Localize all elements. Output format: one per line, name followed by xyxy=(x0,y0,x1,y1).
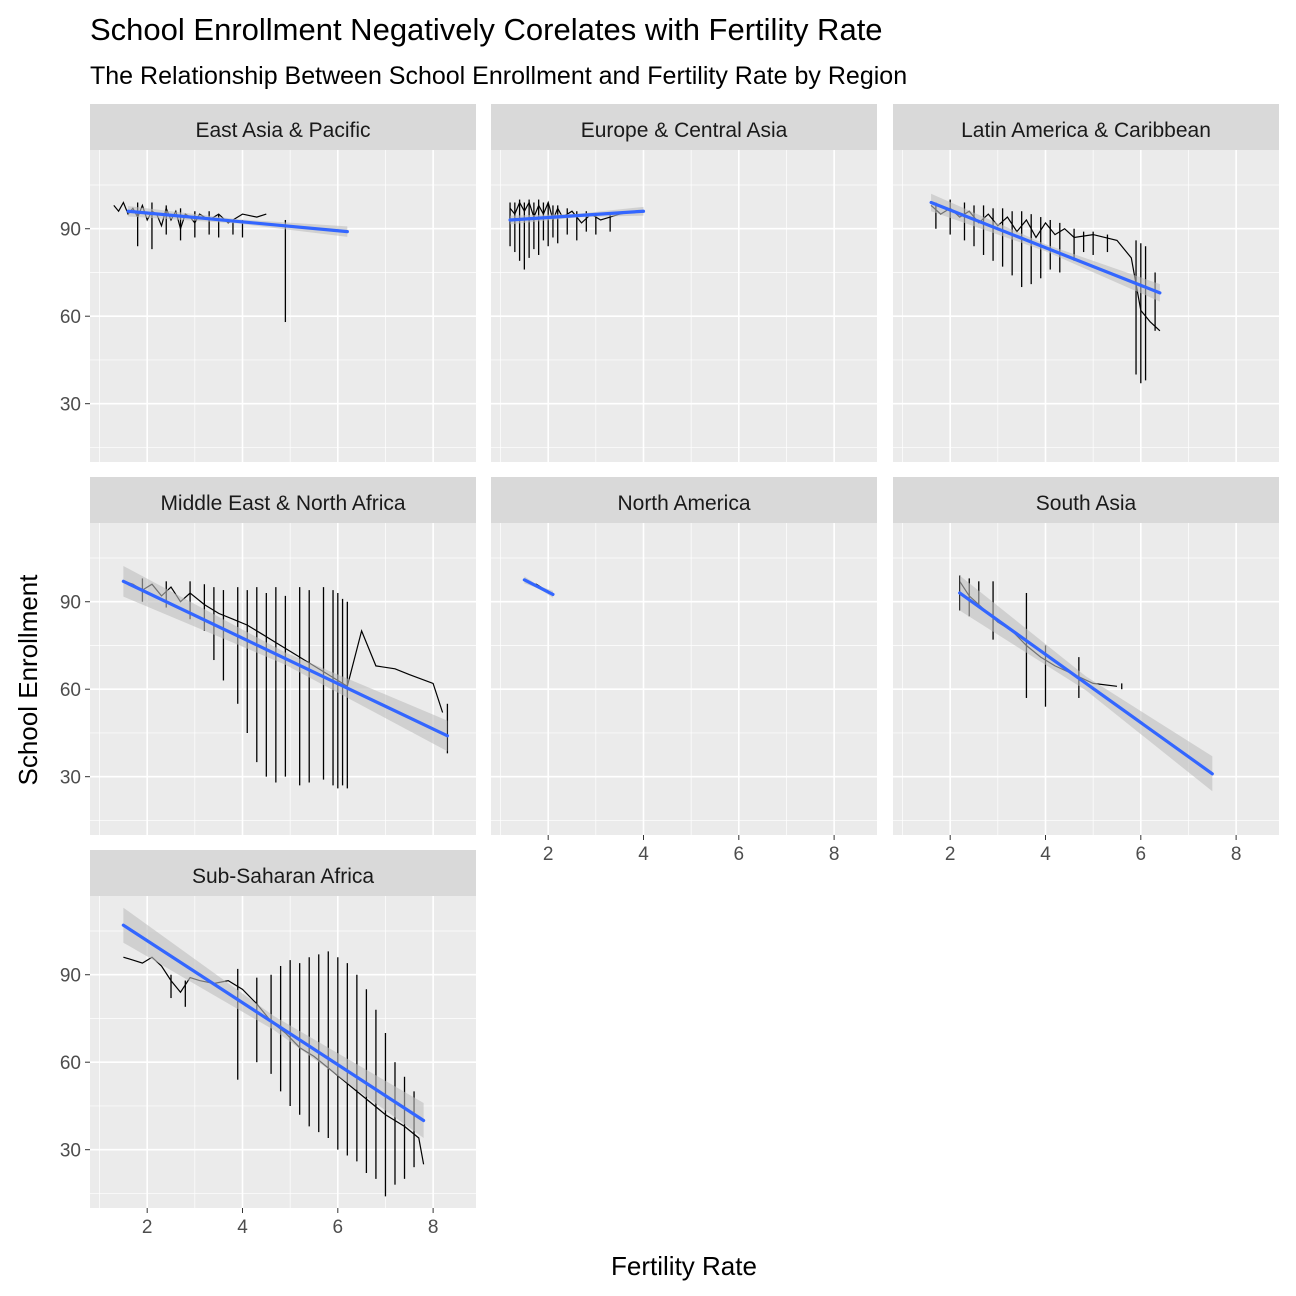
facet-panel: Latin America & Caribbean xyxy=(893,104,1279,462)
y-tick-label: 30 xyxy=(60,768,81,789)
x-tick-label: 4 xyxy=(237,1217,248,1238)
x-tick-label: 6 xyxy=(734,844,745,865)
facet-strip-label: Latin America & Caribbean xyxy=(961,119,1211,142)
fit-line xyxy=(121,579,450,738)
facet-strip xyxy=(893,104,1279,150)
facet-panel: South Asia 2 4 6 8 xyxy=(893,477,1279,865)
x-tick-label: 4 xyxy=(638,844,649,865)
facet-panel: Europe & Central Asia xyxy=(491,104,877,462)
facet-strip-label: Europe & Central Asia xyxy=(581,119,788,142)
facet-strip xyxy=(90,850,476,896)
chart-subtitle: The Relationship Between School Enrollme… xyxy=(90,62,907,90)
y-tick-label: 90 xyxy=(60,966,81,987)
facet-strip-label: Sub-Saharan Africa xyxy=(192,865,374,888)
panel-grid: East Asia & Pacific 30 60 90 Europe & Centra… xyxy=(60,104,1279,1238)
facet-strip-label: South Asia xyxy=(1036,492,1137,515)
panel-background xyxy=(90,523,476,835)
facet-strip xyxy=(491,104,877,150)
facet-panel: Middle East & North Africa 30 60 90 xyxy=(60,477,476,835)
y-tick-label: 90 xyxy=(60,593,81,614)
x-tick-label: 2 xyxy=(945,844,956,865)
y-tick-label: 60 xyxy=(60,307,81,328)
facet-strip-label: Middle East & North Africa xyxy=(160,492,405,515)
x-tick-label: 2 xyxy=(543,844,554,865)
x-tick-label: 8 xyxy=(829,844,840,865)
fit-line xyxy=(126,209,349,234)
facet-strip-label: North America xyxy=(617,492,750,515)
facet-panel: Sub-Saharan Africa 30 60 90 2 4 6 8 xyxy=(60,850,476,1238)
x-tick-label: 6 xyxy=(333,1217,344,1238)
chart-title: School Enrollment Negatively Corelates w… xyxy=(90,12,883,47)
x-tick-label: 4 xyxy=(1040,844,1051,865)
x-tick-label: 6 xyxy=(1136,844,1147,865)
facet-strip xyxy=(90,477,476,523)
x-tick-label: 2 xyxy=(142,1217,153,1238)
facet-strip xyxy=(491,477,877,523)
facet-panel: East Asia & Pacific 30 60 90 xyxy=(60,104,476,462)
panel-background xyxy=(90,150,476,462)
y-axis-label: School Enrollment xyxy=(13,574,43,786)
x-tick-label: 8 xyxy=(428,1217,439,1238)
fit-line xyxy=(121,923,426,1123)
facet-panel: North America 2 4 6 8 xyxy=(491,477,877,865)
y-tick-label: 30 xyxy=(60,395,81,416)
y-tick-label: 60 xyxy=(60,1053,81,1074)
y-tick-label: 60 xyxy=(60,680,81,701)
y-tick-label: 90 xyxy=(60,220,81,241)
panel-background xyxy=(893,150,1279,462)
fit-line xyxy=(522,578,555,597)
x-axis-label: Fertility Rate xyxy=(611,1251,757,1281)
fit-line xyxy=(958,591,1214,776)
facet-strip xyxy=(90,104,476,150)
y-tick-label: 30 xyxy=(60,1141,81,1162)
fit-line xyxy=(929,200,1162,295)
fit-line xyxy=(508,209,646,222)
facet-strip xyxy=(893,477,1279,523)
x-tick-label: 8 xyxy=(1231,844,1242,865)
facet-strip-label: East Asia & Pacific xyxy=(195,119,370,142)
panel-background xyxy=(491,523,877,835)
panel-background xyxy=(491,150,877,462)
